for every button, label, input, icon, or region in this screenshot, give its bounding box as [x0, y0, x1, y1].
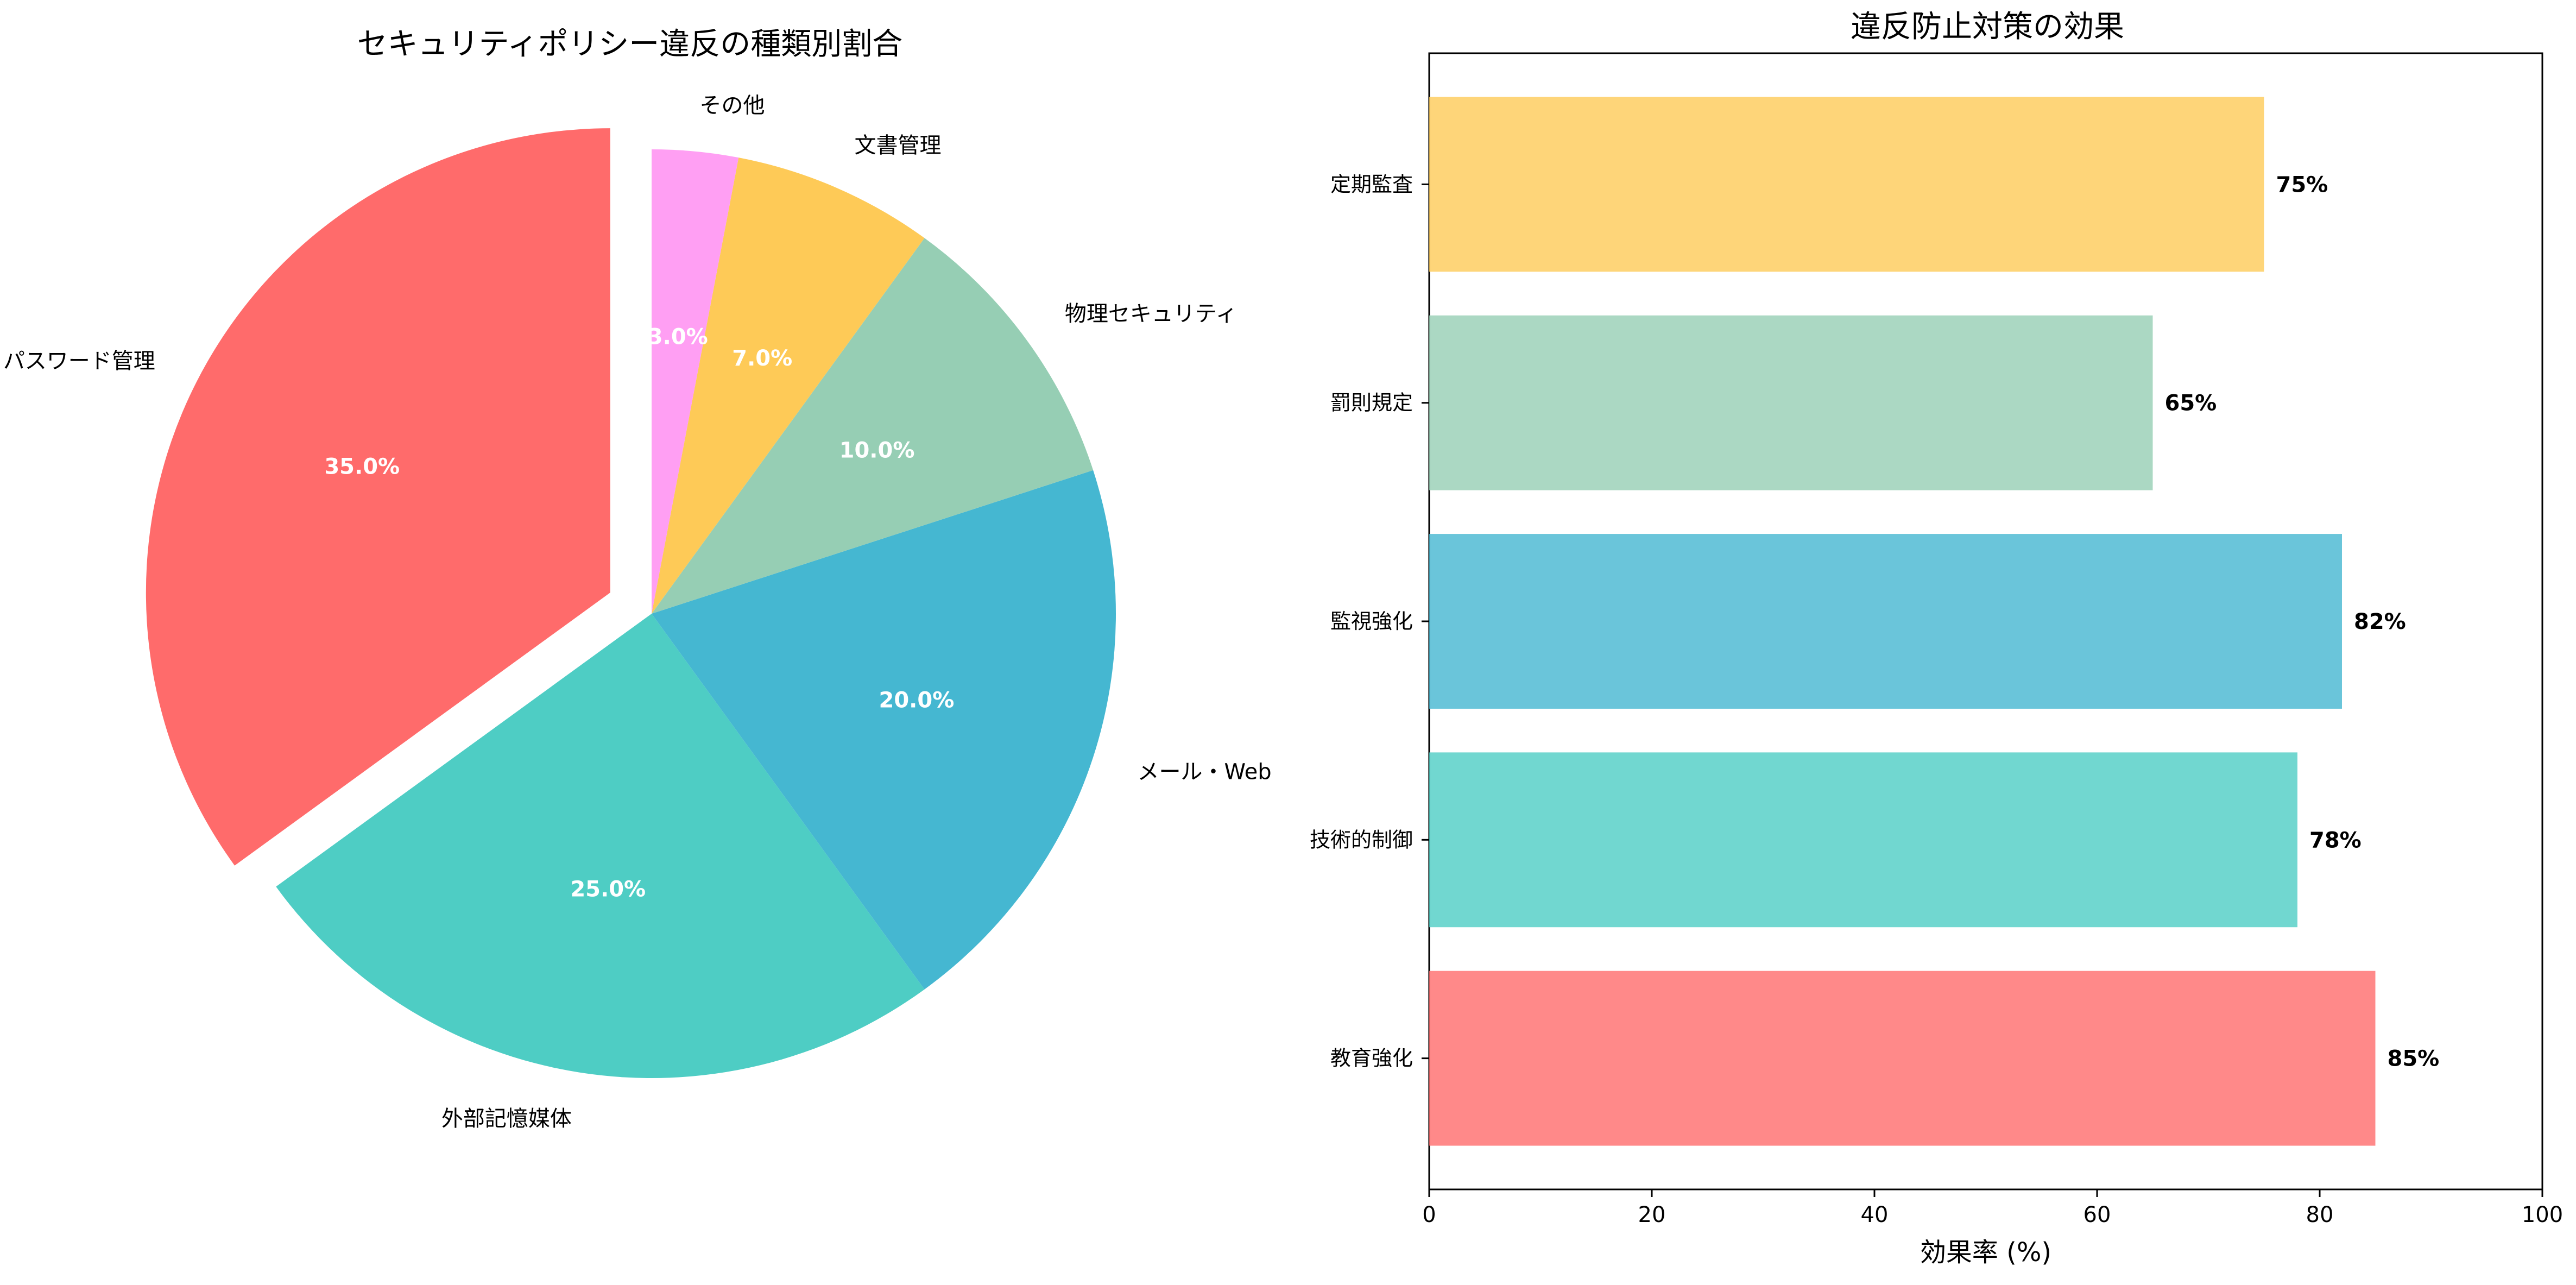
bar [1429, 534, 2342, 709]
pie-category-label: その他 [700, 93, 765, 118]
pie-slice [652, 149, 739, 614]
bar-category-label: 定期監査 [1330, 172, 1413, 196]
x-tick-label: 0 [1422, 1202, 1436, 1227]
pie-slice [146, 128, 610, 866]
pie-percent-label: 10.0% [839, 438, 915, 463]
x-tick-label: 60 [2083, 1202, 2111, 1227]
pie-slice [652, 238, 1094, 614]
bar [1429, 315, 2153, 490]
pie-percent-label: 7.0% [732, 346, 792, 371]
pie-category-label: パスワード管理 [3, 349, 155, 374]
pie-percent-label: 20.0% [879, 688, 955, 713]
bar [1429, 971, 2376, 1146]
x-tick-label: 80 [2306, 1202, 2334, 1227]
pie-slice [276, 614, 925, 1078]
pie-slice [652, 158, 925, 614]
pie-category-label: メール・Web [1137, 760, 1271, 785]
bar-x-axis-title: 効果率 (%) [1920, 1237, 2051, 1268]
bar-value-label: 75% [2276, 172, 2328, 197]
bar-value-label: 78% [2309, 828, 2362, 853]
bar-category-label: 監視強化 [1330, 609, 1413, 633]
bar [1429, 752, 2297, 928]
pie-category-label: 物理セキュリティ [1065, 301, 1238, 326]
pie-percent-label: 25.0% [570, 877, 646, 902]
bar-value-label: 65% [2165, 391, 2217, 416]
bar [1429, 97, 2264, 272]
bar-category-label: 技術的制御 [1310, 828, 1413, 852]
pie-slice [652, 470, 1116, 990]
bar-category-label: 教育強化 [1330, 1047, 1413, 1070]
x-tick-label: 20 [1638, 1202, 1666, 1227]
pie-percent-label: 35.0% [324, 454, 400, 479]
bar-value-label: 82% [2354, 609, 2406, 634]
bar-chart: 違反防止対策の効果 効果率 (%) 教育強化 85% 技術的制御 78% 監視強化 82%… [1310, 9, 2563, 1268]
pie-percent-label: 3.0% [648, 324, 708, 349]
bar-category-label: 罰則規定 [1330, 391, 1413, 415]
pie-chart: セキュリティポリシー違反の種類別割合 35.0% パスワード管理 25.0% 外部記憶… [3, 27, 1272, 1131]
pie-category-label: 外部記憶媒体 [441, 1106, 572, 1131]
bar-value-label: 85% [2388, 1047, 2440, 1072]
x-tick-label: 100 [2522, 1202, 2563, 1227]
bar-chart-title: 違反防止対策の効果 [1851, 9, 2124, 45]
pie-chart-title: セキュリティポリシー違反の種類別割合 [357, 27, 903, 62]
x-tick-label: 40 [1861, 1202, 1889, 1227]
pie-category-label: 文書管理 [855, 133, 942, 158]
